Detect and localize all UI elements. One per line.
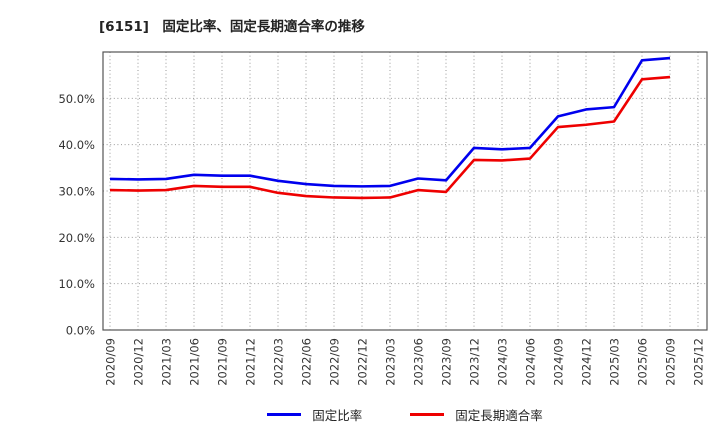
legend-item-fixed-ratio: 固定比率 bbox=[267, 405, 362, 424]
y-tick-label: 0.0% bbox=[66, 324, 95, 338]
x-tick-label: 2020/12 bbox=[132, 338, 146, 386]
x-tick-label: 2024/09 bbox=[552, 338, 566, 386]
x-tick-label: 2021/06 bbox=[188, 338, 202, 386]
legend-label-fixed-longterm-ratio: 固定長期適合率 bbox=[455, 407, 543, 423]
x-tick-label: 2024/06 bbox=[524, 338, 538, 386]
x-tick-label: 2022/06 bbox=[300, 338, 314, 386]
y-tick-label: 30.0% bbox=[58, 185, 95, 199]
x-tick-label: 2021/03 bbox=[160, 338, 174, 386]
x-tick-label: 2025/03 bbox=[608, 338, 622, 386]
y-tick-label: 20.0% bbox=[58, 231, 95, 245]
x-tick-label: 2023/06 bbox=[412, 338, 426, 386]
x-tick-label: 2021/09 bbox=[216, 338, 230, 386]
x-tick-label: 2025/12 bbox=[692, 338, 706, 386]
series-line-1 bbox=[109, 75, 671, 200]
x-tick-label: 2022/12 bbox=[356, 338, 370, 386]
x-tick-label: 2023/03 bbox=[384, 338, 398, 386]
y-tick-label: 40.0% bbox=[58, 138, 95, 152]
x-tick-label: 2024/03 bbox=[496, 338, 510, 386]
x-tick-label: 2023/09 bbox=[440, 338, 454, 386]
y-tick-label: 10.0% bbox=[58, 277, 95, 291]
y-tick-label: 50.0% bbox=[58, 92, 95, 106]
x-tick-label: 2025/09 bbox=[664, 338, 678, 386]
x-tick-label: 2024/12 bbox=[580, 338, 594, 386]
legend: 固定比率 固定長期適合率 bbox=[103, 403, 707, 425]
series-line-0 bbox=[109, 56, 671, 188]
legend-line-swatch-blue bbox=[267, 412, 302, 416]
x-tick-label: 2022/09 bbox=[328, 338, 342, 386]
x-tick-label: 2021/12 bbox=[244, 338, 258, 386]
legend-line-swatch-red bbox=[410, 412, 445, 416]
x-tick-label: 2025/06 bbox=[636, 338, 650, 386]
plot-frame bbox=[102, 51, 708, 331]
x-tick-label: 2023/12 bbox=[468, 338, 482, 386]
legend-label-fixed-ratio: 固定比率 bbox=[312, 407, 363, 423]
x-tick-label: 2020/09 bbox=[104, 338, 118, 386]
legend-item-fixed-longterm-ratio: 固定長期適合率 bbox=[410, 405, 543, 424]
x-tick-label: 2022/03 bbox=[272, 338, 286, 386]
chart-title: [6151] 固定比率、固定長期適合率の推移 bbox=[99, 19, 365, 35]
